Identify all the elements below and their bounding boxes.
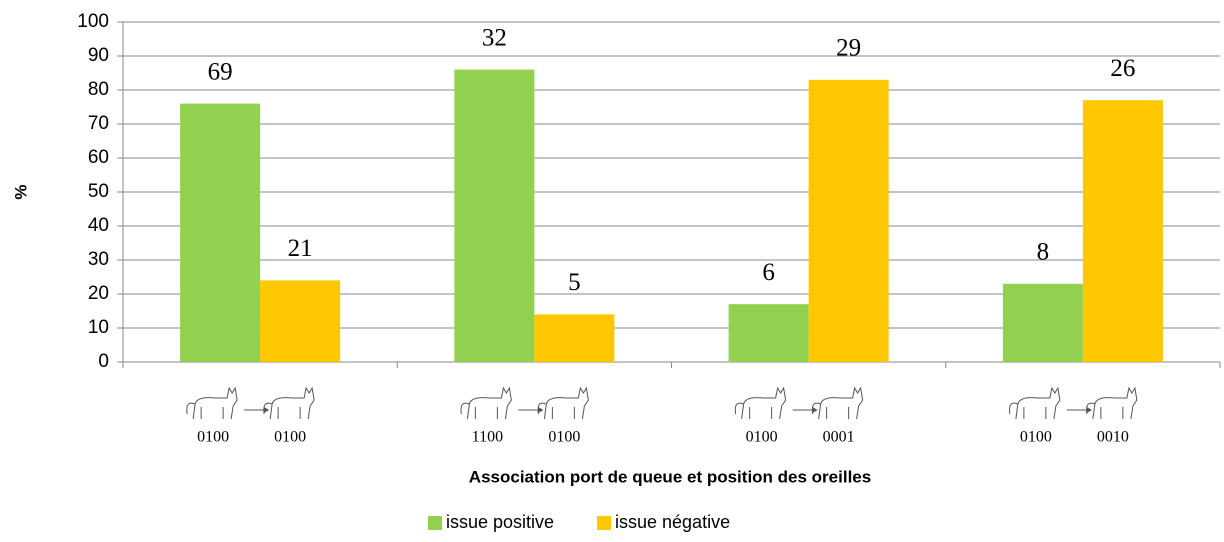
y-tick-label: 50 — [88, 181, 109, 202]
count-label: 69 — [208, 58, 233, 85]
y-tick-label: 30 — [88, 249, 109, 270]
y-tick-label: 60 — [88, 147, 109, 168]
count-label: 21 — [288, 235, 313, 262]
legend-label: issue négative — [615, 512, 730, 532]
count-label: 29 — [836, 35, 861, 62]
arrow-head — [538, 407, 544, 413]
y-tick-label: 40 — [88, 215, 109, 236]
legend-swatch — [597, 516, 611, 530]
legend-swatch — [428, 516, 442, 530]
cat-icon — [1086, 386, 1138, 420]
cat-icon — [263, 386, 315, 420]
y-tick-label: 10 — [88, 317, 109, 338]
x-tick-label: 0100 — [548, 429, 580, 446]
y-tick-label: 0 — [98, 351, 109, 372]
cat-icon — [460, 386, 512, 420]
bar — [260, 280, 341, 362]
x-tick-label: 0010 — [1097, 429, 1129, 446]
cat-icon — [537, 386, 589, 420]
x-tick-label: 0100 — [746, 429, 778, 446]
x-tick-label: 1100 — [472, 429, 503, 446]
bar — [180, 103, 261, 362]
cat-icon — [186, 386, 238, 420]
x-tick-label: 0100 — [1020, 429, 1052, 446]
count-label: 8 — [1037, 239, 1050, 266]
arrow-head — [1086, 407, 1092, 413]
bar — [454, 69, 535, 362]
count-label: 32 — [482, 24, 507, 51]
legend-label: issue positive — [446, 512, 554, 532]
cat-icon — [811, 386, 864, 420]
arrow-head — [264, 407, 270, 413]
y-tick-label: 100 — [77, 11, 109, 32]
bar — [728, 304, 809, 362]
y-tick-label: 80 — [88, 79, 109, 100]
x-tick-label: 0100 — [274, 429, 306, 446]
x-tick-label: 0100 — [197, 429, 229, 446]
arrow-head — [812, 407, 818, 413]
cat-icon — [734, 386, 787, 420]
bar — [808, 79, 889, 363]
cat-icon — [1009, 386, 1061, 420]
count-label: 5 — [568, 269, 581, 296]
count-label: 26 — [1110, 55, 1135, 82]
count-label: 6 — [762, 259, 775, 286]
x-axis-title: Association port de queue et position de… — [469, 467, 871, 486]
y-tick-label: 90 — [88, 45, 109, 66]
y-tick-label: 70 — [88, 113, 109, 134]
bar — [534, 314, 615, 362]
y-axis-title: % — [11, 184, 30, 199]
bar — [1082, 100, 1163, 362]
x-tick-label: 0001 — [823, 429, 855, 446]
y-tick-label: 20 — [88, 283, 109, 304]
bar — [1002, 283, 1083, 362]
